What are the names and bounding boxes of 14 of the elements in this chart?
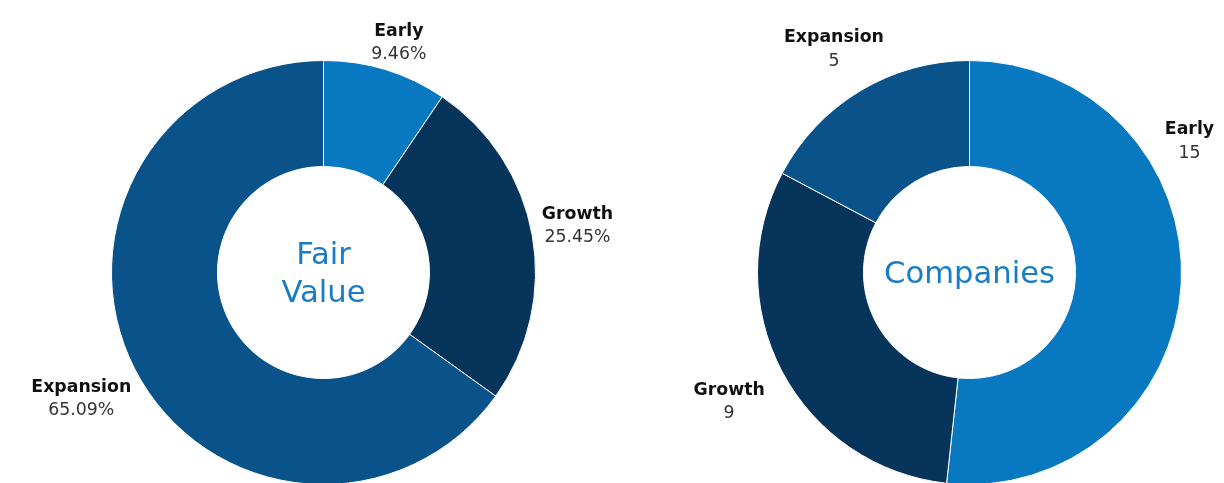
data-label: 25.45% (544, 226, 611, 247)
slice-label: Expansion (31, 375, 132, 396)
data-label: 9 (723, 402, 735, 423)
data-label: 9.46% (371, 42, 427, 63)
data-label: 65.09% (48, 398, 115, 419)
slice-label: Early (374, 19, 424, 40)
text: Fair Value (281, 236, 366, 309)
text: Companies (883, 255, 1056, 290)
slice-label: Growth (541, 203, 614, 224)
slice-label: Expansion (784, 26, 884, 47)
data-label: 5 (828, 49, 840, 70)
slice-label: Early (1164, 118, 1215, 139)
data-label: 15 (1178, 141, 1201, 162)
slice-label: Growth (693, 378, 765, 399)
